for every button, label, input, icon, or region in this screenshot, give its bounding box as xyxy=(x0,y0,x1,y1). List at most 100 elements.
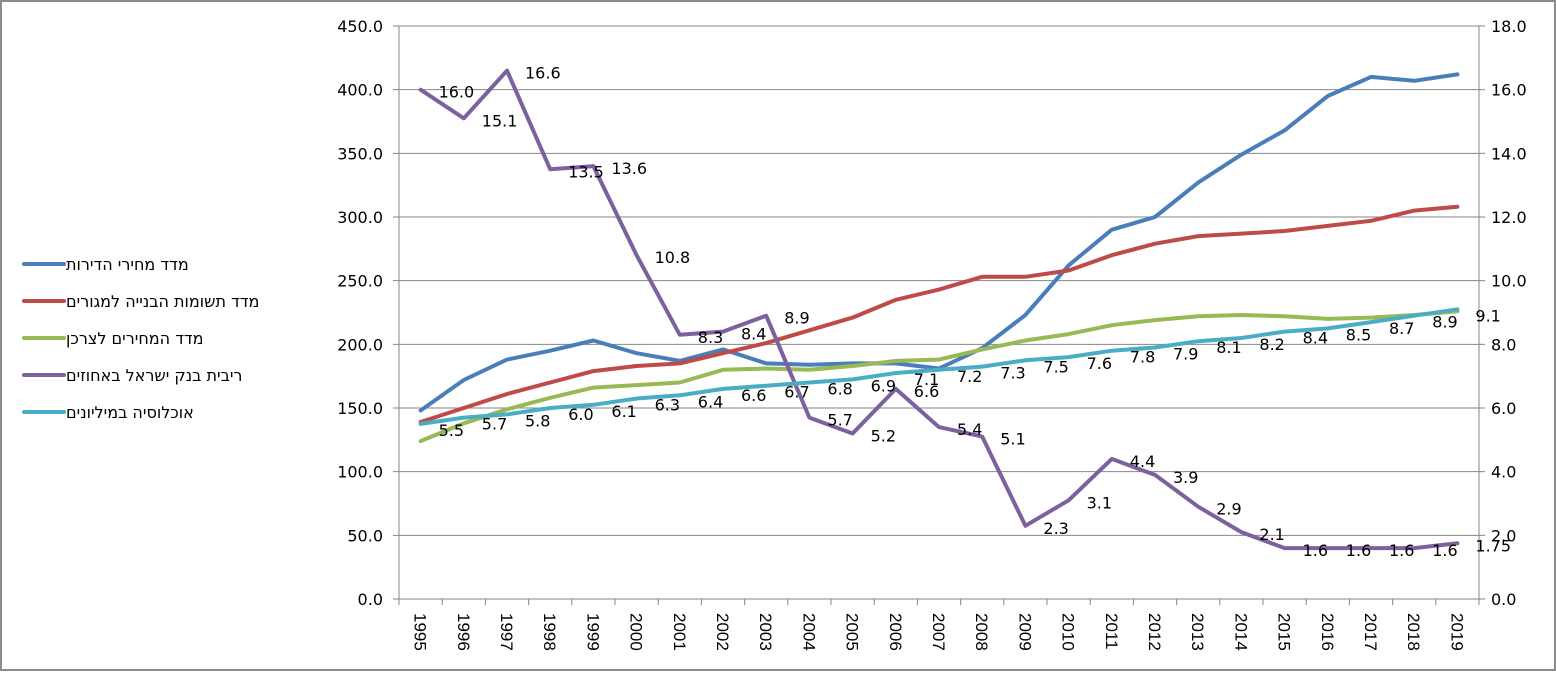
right-axis-tick-label: 0.0 xyxy=(1491,590,1516,609)
gridlines xyxy=(393,25,1479,600)
data-label: 1.6 xyxy=(1389,541,1414,560)
left-axis-tick-label: 300.0 xyxy=(337,208,383,227)
data-label: 8.9 xyxy=(784,309,809,328)
right-axis-tick-label: 14.0 xyxy=(1491,144,1527,163)
x-axis-tick-label: 1995 xyxy=(411,613,430,651)
left-axis-tick-label: 250.0 xyxy=(337,272,383,291)
left-axis-ticks: 0.0 50.0 100.0 150.0 200.0 250.0 300.0 350.0 400… xyxy=(337,17,383,609)
data-label: 15.1 xyxy=(482,111,518,130)
series-line-4 xyxy=(418,68,1460,551)
data-label: 6.4 xyxy=(698,392,723,411)
data-label: 7.9 xyxy=(1173,345,1198,364)
x-axis-tick-label: 2014 xyxy=(1231,613,1250,651)
x-axis-tick-label: 1999 xyxy=(583,613,602,651)
data-label: 4.4 xyxy=(1130,452,1155,471)
data-label: 5.7 xyxy=(827,411,852,430)
data-labels: 16.0 15.1 16.6 13.5 13.6 10.8 8.3 8.4 8.9 5.7 5.2 6… xyxy=(439,64,1511,560)
left-axis-tick-label: 200.0 xyxy=(337,335,383,354)
right-axis-tick-label: 4.0 xyxy=(1491,463,1516,482)
legend-label-3: מדד המחירים לצרכן xyxy=(66,329,204,348)
data-label: 16.6 xyxy=(525,64,561,83)
left-axis-tick-label: 100.0 xyxy=(337,463,383,482)
data-label: 7.2 xyxy=(957,367,982,386)
series-line-2 xyxy=(418,204,1460,424)
x-axis-tick-label: 2006 xyxy=(886,613,905,651)
data-label: 1.6 xyxy=(1432,541,1457,560)
data-label: 6.1 xyxy=(611,402,636,421)
data-label: 10.8 xyxy=(655,248,691,267)
left-axis-tick-label: 0.0 xyxy=(358,590,383,609)
data-label: 6.9 xyxy=(871,376,896,395)
data-label: 8.1 xyxy=(1216,338,1241,357)
data-label: 8.2 xyxy=(1259,335,1284,354)
x-axis-tick-label: 2009 xyxy=(1015,613,1034,651)
data-label: 6.7 xyxy=(784,383,809,402)
data-label: 5.5 xyxy=(439,421,464,440)
data-label: 7.6 xyxy=(1087,354,1112,373)
right-axis-tick-label: 18.0 xyxy=(1491,17,1527,36)
x-axis-tick-label: 1996 xyxy=(454,613,473,651)
left-axis-tick-label: 400.0 xyxy=(337,81,383,100)
data-label: 5.8 xyxy=(525,411,550,430)
data-label: 5.7 xyxy=(482,415,507,434)
x-axis-tick-label: 2012 xyxy=(1145,613,1164,651)
left-axis-tick-label: 50.0 xyxy=(347,526,383,545)
data-label: 16.0 xyxy=(439,83,475,102)
data-label: 9.1 xyxy=(1475,306,1500,325)
legend-label-4: ריבית בנק ישראל באחוזים xyxy=(66,366,242,385)
legend-label-2: מדד תשומות הבנייה למגורים xyxy=(66,292,259,311)
data-label: 1.75 xyxy=(1475,536,1511,555)
right-axis-tick-label: 8.0 xyxy=(1491,335,1516,354)
x-axis-tick-label: 1997 xyxy=(497,613,516,651)
x-axis-tick-label: 2008 xyxy=(972,613,991,651)
data-label: 8.3 xyxy=(698,328,723,347)
x-axis-tick-label: 2018 xyxy=(1404,613,1423,651)
x-axis-ticks: 1995 1996 1997 1998 1999 2000 2001 2002 2003 2004… xyxy=(411,613,1467,651)
data-label: 5.1 xyxy=(1000,430,1025,449)
data-label: 6.6 xyxy=(741,386,766,405)
legend-label-5: אוכלוסיה במיליונים xyxy=(66,403,194,422)
data-label: 1.6 xyxy=(1346,541,1371,560)
right-axis-tick-label: 16.0 xyxy=(1491,81,1527,100)
legend: מדד מחירי הדירות מדד תשומות הבנייה למגורי… xyxy=(22,255,259,422)
data-label: 2.3 xyxy=(1043,519,1068,538)
right-axis-tick-label: 6.0 xyxy=(1491,399,1516,418)
left-axis-tick-label: 450.0 xyxy=(337,17,383,36)
right-axis-tick-label: 2.0 xyxy=(1491,526,1516,545)
axes xyxy=(398,25,1485,605)
data-label: 7.8 xyxy=(1130,348,1155,367)
x-axis-tick-label: 2004 xyxy=(799,613,818,651)
right-axis-tick-label: 12.0 xyxy=(1491,208,1527,227)
x-axis-tick-label: 2007 xyxy=(929,613,948,651)
data-label: 1.6 xyxy=(1303,541,1328,560)
data-label: 8.4 xyxy=(1303,329,1328,348)
x-axis-tick-label: 2011 xyxy=(1102,613,1121,650)
x-axis-tick-label: 2005 xyxy=(843,613,862,651)
left-axis-tick-label: 150.0 xyxy=(337,399,383,418)
data-label: 5.2 xyxy=(871,426,896,445)
x-axis-tick-label: 2019 xyxy=(1447,613,1466,651)
series-lines xyxy=(418,68,1460,551)
series-line-5 xyxy=(418,307,1460,426)
x-axis-tick-label: 1998 xyxy=(540,613,559,651)
data-label: 3.1 xyxy=(1087,493,1112,512)
data-label: 7.5 xyxy=(1043,357,1068,376)
series-line-3 xyxy=(418,309,1460,444)
x-axis-tick-label: 2016 xyxy=(1318,613,1337,651)
legend-label-1: מדד מחירי הדירות xyxy=(66,255,189,274)
left-axis-tick-label: 350.0 xyxy=(337,144,383,163)
data-label: 6.8 xyxy=(827,380,852,399)
data-label: 8.9 xyxy=(1432,313,1457,332)
data-label: 8.4 xyxy=(741,325,766,344)
data-label: 13.6 xyxy=(611,159,647,178)
data-label: 5.4 xyxy=(957,420,982,439)
data-label: 6.6 xyxy=(914,382,939,401)
right-axis-tick-label: 10.0 xyxy=(1491,272,1527,291)
data-label: 7.1 xyxy=(914,370,939,389)
data-label: 7.3 xyxy=(1000,364,1025,383)
x-axis-tick-label: 2013 xyxy=(1188,613,1207,651)
data-label: 2.9 xyxy=(1216,500,1241,519)
data-label: 2.1 xyxy=(1259,525,1284,544)
